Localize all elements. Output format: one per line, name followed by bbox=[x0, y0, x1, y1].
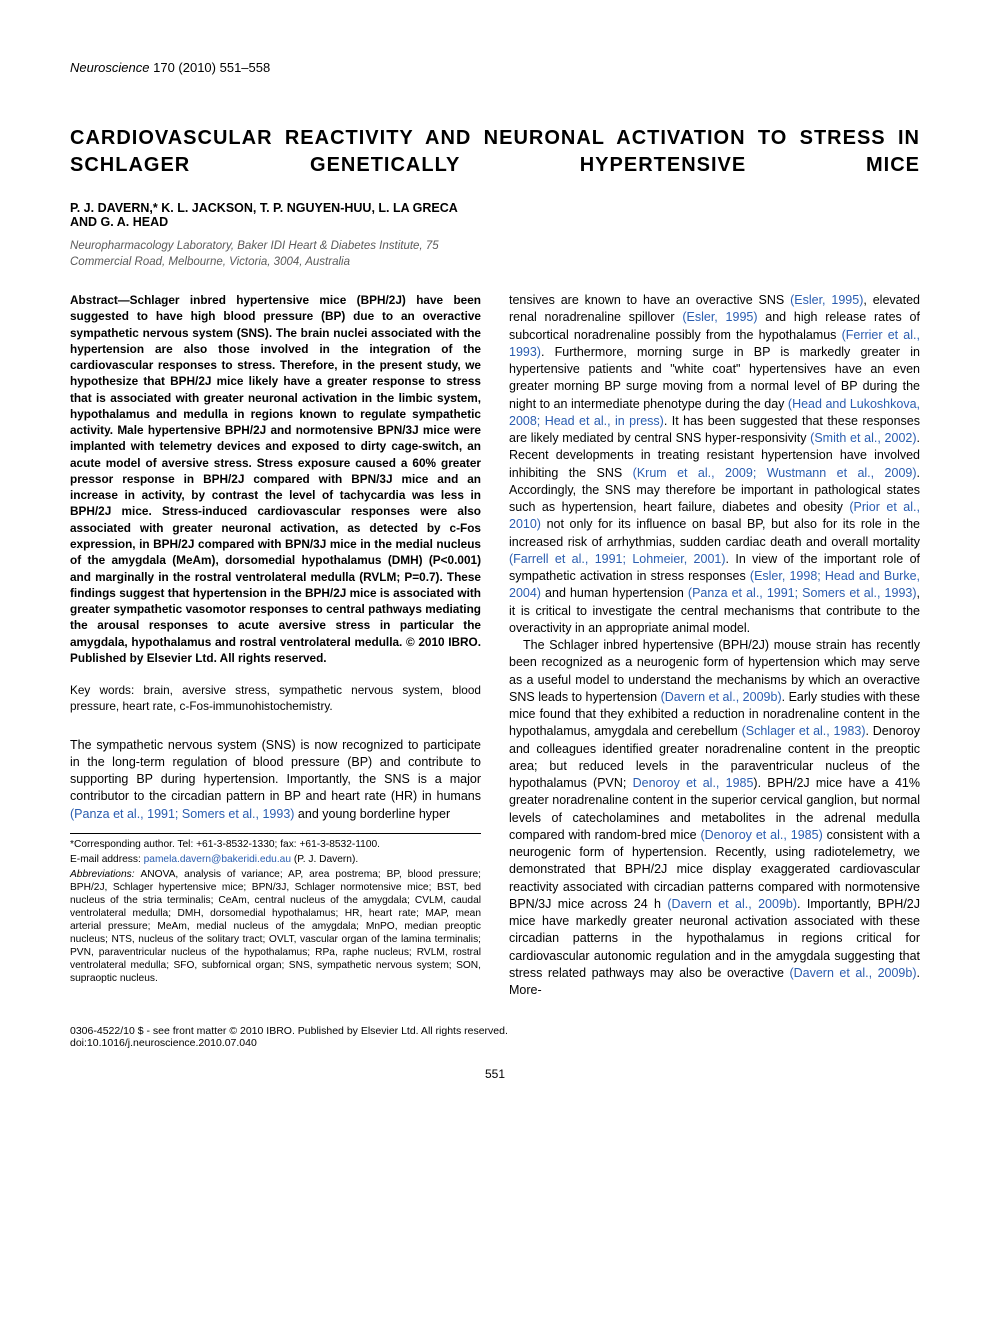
corresponding-author: *Corresponding author. Tel: +61-3-8532-1… bbox=[70, 838, 481, 851]
citation-link[interactable]: (Denoroy et al., 1985) bbox=[700, 828, 822, 842]
citation-link[interactable]: (Panza et al., 1991; Somers et al., 1993… bbox=[688, 586, 917, 600]
affiliation: Neuropharmacology Laboratory, Baker IDI … bbox=[70, 239, 478, 270]
citation-link[interactable]: (Panza et al., 1991; Somers et al., 1993… bbox=[70, 807, 294, 821]
citation-link[interactable]: (Esler, 1995) bbox=[790, 293, 863, 307]
email-line: E-mail address: pamela.davern@bakeridi.e… bbox=[70, 853, 481, 866]
doi: doi:10.1016/j.neuroscience.2010.07.040 bbox=[70, 1037, 257, 1049]
citation-link[interactable]: (Davern et al., 2009b) bbox=[661, 690, 782, 704]
journal-name: Neuroscience bbox=[70, 60, 150, 75]
citation-link[interactable]: Denoroy et al., 1985 bbox=[633, 776, 754, 790]
article-title: CARDIOVASCULAR REACTIVITY AND NEURONAL A… bbox=[70, 125, 920, 179]
journal-reference: Neuroscience 170 (2010) 551–558 bbox=[70, 60, 920, 75]
abbreviations: Abbreviations: ANOVA, analysis of varian… bbox=[70, 868, 481, 985]
keywords: Key words: brain, aversive stress, sympa… bbox=[70, 682, 481, 715]
body-paragraph-3: The Schlager inbred hypertensive (BPH/2J… bbox=[509, 637, 920, 999]
keywords-label: Key words: bbox=[70, 683, 143, 697]
citation-link[interactable]: (Krum et al., 2009; Wustmann et al., 200… bbox=[633, 466, 917, 480]
footnotes: *Corresponding author. Tel: +61-3-8532-1… bbox=[70, 838, 481, 986]
author-list: P. J. DAVERN,* K. L. JACKSON, T. P. NGUY… bbox=[70, 201, 478, 229]
citation-link[interactable]: (Davern et al., 2009b) bbox=[789, 966, 916, 980]
journal-citation: 170 (2010) 551–558 bbox=[150, 60, 271, 75]
citation-link[interactable]: (Farrell et al., 1991; Lohmeier, 2001) bbox=[509, 552, 726, 566]
body-paragraph-1: The sympathetic nervous system (SNS) is … bbox=[70, 737, 481, 823]
abstract: Abstract—Schlager inbred hypertensive mi… bbox=[70, 292, 481, 666]
citation-link[interactable]: (Smith et al., 2002) bbox=[810, 431, 916, 445]
footnote-separator bbox=[70, 833, 481, 834]
citation-link[interactable]: (Davern et al., 2009b) bbox=[667, 897, 797, 911]
email-link[interactable]: pamela.davern@bakeridi.edu.au bbox=[144, 854, 291, 865]
article-body-columns: Abstract—Schlager inbred hypertensive mi… bbox=[70, 292, 920, 999]
citation-link[interactable]: (Esler, 1995) bbox=[682, 310, 757, 324]
copyright-line: 0306-4522/10 $ - see front matter © 2010… bbox=[70, 1025, 920, 1049]
body-paragraph-2: tensives are known to have an overactive… bbox=[509, 292, 920, 637]
citation-link[interactable]: (Schlager et al., 1983) bbox=[742, 724, 866, 738]
page-number: 551 bbox=[70, 1067, 920, 1081]
